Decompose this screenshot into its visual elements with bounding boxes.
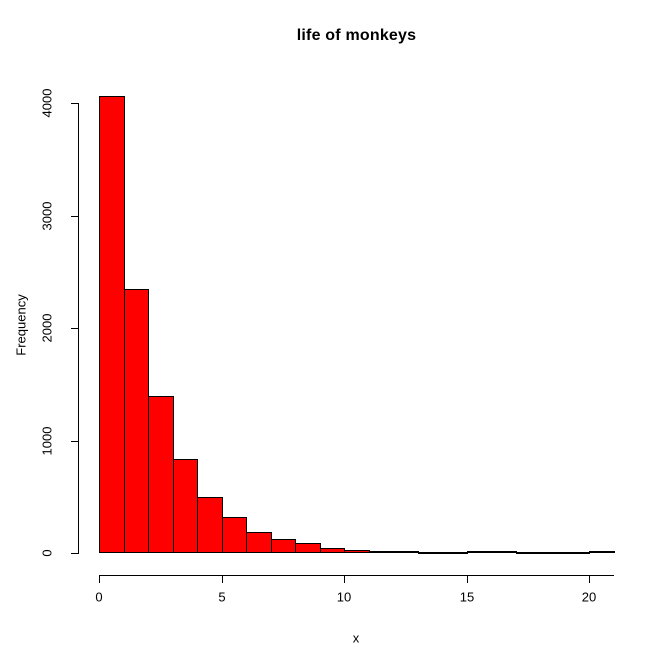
y-tick-label: 0 bbox=[39, 549, 55, 557]
y-tick-mark bbox=[71, 441, 79, 442]
x-tick-mark bbox=[222, 575, 223, 583]
y-tick-label: 4000 bbox=[39, 88, 55, 118]
histogram-bar bbox=[540, 552, 566, 554]
y-tick-label: 3000 bbox=[39, 201, 55, 231]
histogram-bar bbox=[197, 497, 223, 553]
x-axis-line bbox=[99, 575, 614, 576]
x-tick-label: 10 bbox=[336, 589, 352, 605]
histogram-bar bbox=[344, 550, 370, 553]
x-tick-label: 0 bbox=[95, 589, 103, 605]
y-tick-label: 2000 bbox=[39, 313, 55, 343]
histogram-bar bbox=[369, 551, 394, 553]
histogram-bar bbox=[516, 552, 541, 554]
y-tick-mark bbox=[71, 553, 79, 554]
x-tick-mark bbox=[589, 575, 590, 583]
x-tick-label: 5 bbox=[218, 589, 226, 605]
histogram-bar bbox=[173, 459, 198, 553]
histogram-bar bbox=[467, 551, 492, 553]
histogram-bar bbox=[442, 552, 468, 554]
histogram-bar bbox=[222, 517, 247, 553]
histogram-bar bbox=[246, 532, 272, 553]
x-tick-mark bbox=[467, 575, 468, 583]
y-tick-label: 1000 bbox=[39, 426, 55, 456]
chart-title: life of monkeys bbox=[296, 27, 417, 44]
histogram-bar bbox=[491, 551, 517, 553]
histogram-bar bbox=[393, 551, 419, 553]
y-tick-mark bbox=[71, 216, 79, 217]
histogram-bar bbox=[124, 289, 149, 553]
x-axis-label: x bbox=[352, 630, 360, 646]
x-tick-mark bbox=[99, 575, 100, 583]
histogram-bar bbox=[271, 539, 296, 553]
histogram-bar bbox=[99, 96, 125, 553]
y-tick-mark bbox=[71, 103, 79, 104]
histogram-bar bbox=[320, 548, 345, 553]
histogram-bar bbox=[295, 543, 321, 553]
histogram-bar bbox=[418, 552, 443, 554]
y-axis-label: Frequency bbox=[13, 294, 29, 356]
x-tick-label: 15 bbox=[459, 589, 475, 605]
histogram-bar bbox=[148, 396, 174, 553]
x-tick-mark bbox=[344, 575, 345, 583]
y-tick-mark bbox=[71, 328, 79, 329]
x-tick-label: 20 bbox=[581, 589, 597, 605]
histogram-bar bbox=[565, 552, 590, 554]
histogram-bar bbox=[589, 551, 615, 553]
